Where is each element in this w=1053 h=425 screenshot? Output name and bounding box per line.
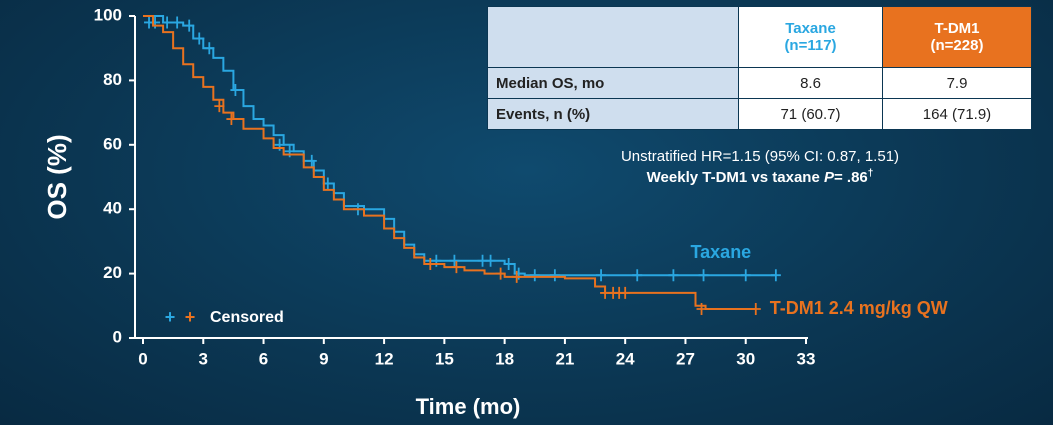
censor-mark [172,16,183,29]
x-tick-label: 27 [676,349,695,368]
table-header-cell: Taxane (n=117) [738,6,883,68]
censor-mark [485,254,496,267]
legend-marker: + [165,307,176,327]
x-tick-label: 24 [616,349,635,368]
series-label: T-DM1 2.4 mg/kg QW [770,298,948,318]
annotation: = .86 [833,169,868,186]
censor-mark [495,267,506,280]
table-cell: 8.6 [738,67,883,99]
x-tick-label: 0 [138,349,147,368]
x-tick-label: 21 [555,349,574,368]
annotation: † [867,168,874,179]
x-tick-label: 6 [259,349,268,368]
censor-mark [503,257,514,270]
y-tick-label: 20 [103,263,122,282]
censor-mark [451,261,462,274]
y-tick-label: 100 [94,5,122,24]
censor-mark [632,269,643,282]
annotation: Weekly T-DM1 vs taxane [646,169,824,186]
censor-mark [698,269,709,282]
censor-mark [740,269,751,282]
annotation: Weekly T-DM1 vs taxane P= .86† [540,168,980,186]
censor-mark [425,257,436,270]
table-cell: 7.9 [882,67,1032,99]
censor-mark [596,269,607,282]
table-cell: Median OS, mo [487,67,739,99]
censor-mark [511,270,522,283]
x-tick-label: 15 [435,349,454,368]
censor-mark [306,154,317,167]
legend-label: Censored [210,309,284,326]
censor-mark [214,100,225,113]
censor-mark [770,269,781,282]
y-axis-label: OS (%) [42,134,72,219]
x-axis-label: Time (mo) [416,394,521,419]
censor-mark [620,286,631,299]
x-tick-label: 30 [736,349,755,368]
summary-table: Taxane (n=117) T-DM1 (n=228) Median OS, … [487,6,1032,130]
censor-mark [184,19,195,32]
table-cell: 164 (71.9) [882,98,1032,130]
censor-mark [204,42,215,55]
censor-mark [529,269,540,282]
y-tick-label: 0 [113,327,122,346]
table-header-cell: T-DM1 (n=228) [882,6,1032,68]
censor-mark [194,32,205,45]
table-cell: 71 (60.7) [738,98,883,130]
table-cell: Events, n (%) [487,98,739,130]
y-tick-label: 40 [103,199,122,218]
censor-mark [668,269,679,282]
censor-mark [549,269,560,282]
annotation: P [823,169,834,186]
y-tick-label: 80 [103,70,122,89]
x-tick-label: 3 [199,349,208,368]
survival-curve [143,15,756,311]
table-header-cell [487,6,739,68]
x-tick-label: 18 [495,349,514,368]
annotation: Unstratified HR=1.15 (95% CI: 0.87, 1.51… [620,148,900,165]
x-tick-label: 9 [319,349,328,368]
censor-mark [226,113,237,126]
censor-mark [750,303,761,316]
legend-marker: + [185,307,196,327]
series-label: Taxane [691,242,752,262]
censor-mark [162,16,173,29]
x-tick-label: 33 [797,349,816,368]
censor-mark [230,84,241,97]
censor-mark [449,254,460,267]
censor-mark [696,303,707,316]
y-tick-label: 60 [103,134,122,153]
x-tick-label: 12 [375,349,394,368]
